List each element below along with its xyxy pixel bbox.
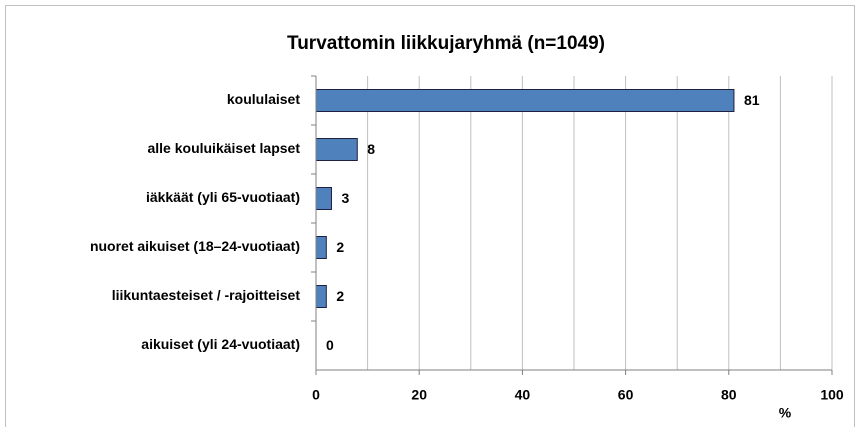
value-label: 8 <box>367 141 375 157</box>
y-tick-label: liikuntaesteiset / -rajoitteiset <box>112 287 301 303</box>
y-tick-label: alle kouluikäiset lapset <box>147 140 300 156</box>
x-tick-label: 60 <box>618 387 634 403</box>
x-tick-label: 20 <box>411 387 427 403</box>
x-tick-label: 0 <box>312 387 320 403</box>
bar <box>315 187 332 210</box>
x-axis-label: % <box>779 405 792 421</box>
x-tick-label: 40 <box>515 387 531 403</box>
y-tick-label: koululaiset <box>227 91 300 107</box>
bar <box>315 236 327 259</box>
value-label: 2 <box>336 239 344 255</box>
bar <box>315 89 735 112</box>
value-label: 2 <box>336 288 344 304</box>
value-label: 0 <box>326 337 334 353</box>
bar <box>315 285 327 308</box>
y-tick-label: iäkkäät (yli 65-vuotiaat) <box>146 189 300 205</box>
x-tick-label: 80 <box>721 387 737 403</box>
chart-title: Turvattomin liikkujaryhmä (n=1049) <box>287 33 605 54</box>
y-tick-label: aikuiset (yli 24-vuotiaat) <box>141 336 300 352</box>
x-tick-label: 100 <box>820 387 844 403</box>
y-tick-label: nuoret aikuiset (18–24-vuotiaat) <box>90 238 300 254</box>
chart-frame <box>5 5 855 427</box>
value-label: 81 <box>744 92 760 108</box>
bar <box>315 138 358 161</box>
value-label: 3 <box>341 190 349 206</box>
